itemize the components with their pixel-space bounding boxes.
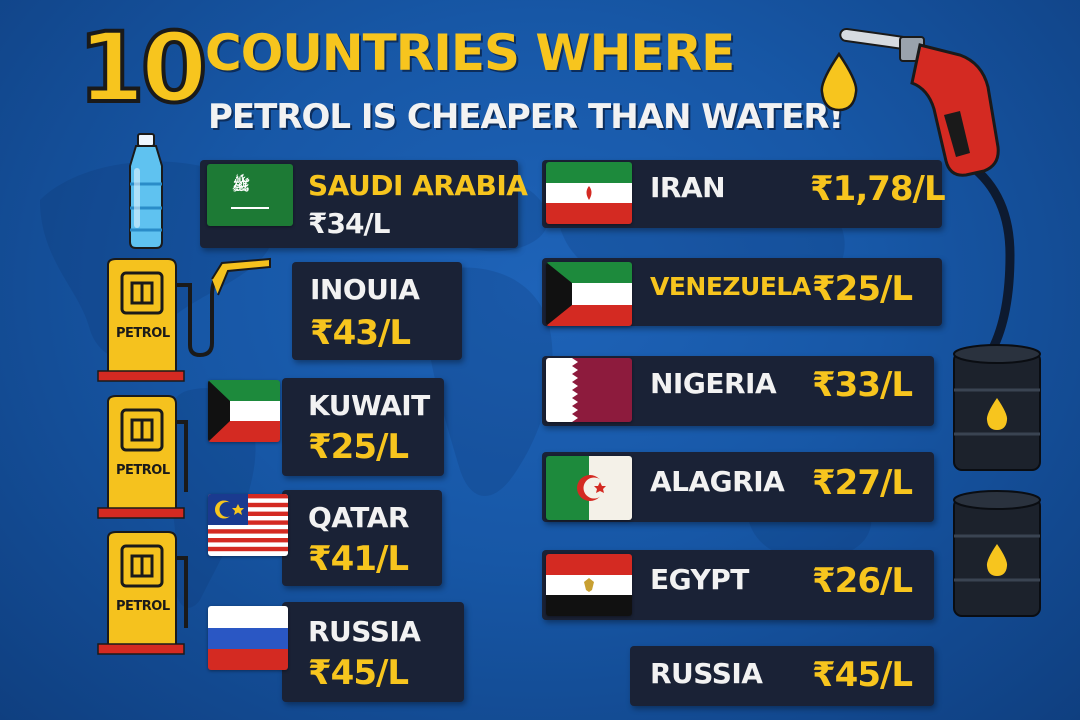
country-price: ₹26/L bbox=[812, 561, 913, 601]
title-number: 10 bbox=[76, 12, 210, 124]
country-price: ₹45/L bbox=[812, 655, 913, 695]
country-card-inouia bbox=[292, 262, 462, 360]
country-price: ₹43/L bbox=[310, 313, 411, 353]
petrol-pump-icon bbox=[94, 528, 194, 658]
country-name: SAUDI ARABIA bbox=[308, 169, 528, 202]
country-price: ₹34/L bbox=[308, 207, 391, 240]
country-name: VENEZUELA bbox=[650, 272, 811, 301]
country-price: ₹27/L bbox=[812, 463, 913, 503]
country-name: INOUIA bbox=[310, 273, 420, 306]
qatar-flag-icon bbox=[546, 358, 632, 422]
oil-drop-icon bbox=[818, 52, 860, 112]
flag-inscription: ﷺ bbox=[232, 176, 251, 194]
pump-label: PETROL bbox=[116, 326, 170, 341]
iran-flag-icon bbox=[546, 162, 632, 224]
saudi-arabia-flag-icon bbox=[207, 164, 293, 226]
page-subtitle: PETROL IS CHEAPER THAN WATER! bbox=[208, 97, 844, 137]
petrol-pump-icon bbox=[94, 255, 274, 385]
country-price: ₹41/L bbox=[308, 539, 409, 579]
kuwait-flag-icon bbox=[546, 262, 632, 326]
country-card-qatar bbox=[282, 490, 442, 586]
country-name: EGYPT bbox=[650, 563, 749, 596]
country-card-russia bbox=[282, 602, 464, 702]
country-card-kuwait bbox=[282, 378, 444, 476]
country-price: ₹25/L bbox=[812, 269, 913, 309]
fuel-nozzle-icon bbox=[820, 25, 1030, 355]
country-price: ₹45/L bbox=[308, 653, 409, 693]
country-name: NIGERIA bbox=[650, 367, 777, 400]
country-price: ₹1,78/L bbox=[810, 169, 946, 209]
algeria-flag-icon bbox=[546, 456, 632, 520]
country-name: KUWAIT bbox=[308, 389, 430, 422]
oil-barrel-icon bbox=[950, 342, 1044, 476]
country-name: RUSSIA bbox=[650, 657, 763, 690]
oil-barrel-icon bbox=[950, 488, 1044, 622]
country-price: ₹25/L bbox=[308, 427, 409, 467]
malaysia-flag-icon bbox=[208, 494, 288, 556]
petrol-pump-icon bbox=[94, 392, 194, 522]
page-title: COUNTRIES WHERE bbox=[205, 24, 735, 82]
pump-label: PETROL bbox=[116, 599, 170, 614]
country-name: IRAN bbox=[650, 171, 726, 204]
country-name: ALAGRIA bbox=[650, 465, 785, 498]
water-bottle-icon bbox=[118, 132, 174, 250]
russia-flag-icon bbox=[208, 606, 288, 670]
egypt-flag-icon bbox=[546, 554, 632, 616]
country-name: RUSSIA bbox=[308, 615, 421, 648]
country-card-russia-right bbox=[630, 646, 934, 706]
country-price: ₹33/L bbox=[812, 365, 913, 405]
country-name: QATAR bbox=[308, 501, 409, 534]
pump-label: PETROL bbox=[116, 463, 170, 478]
kuwait-flag-icon bbox=[208, 380, 280, 442]
